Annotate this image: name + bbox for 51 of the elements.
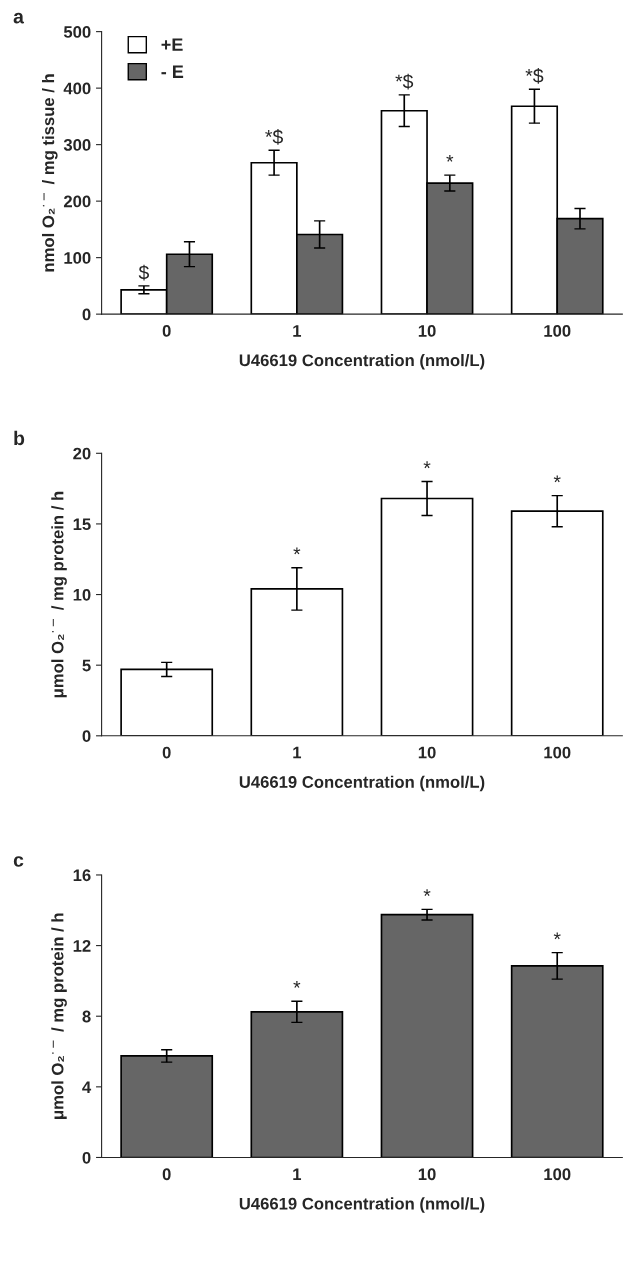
annotation: * (293, 547, 301, 555)
annotation: * (423, 461, 431, 469)
annotation: *$ (395, 73, 414, 90)
y-tick-label: 5 (82, 659, 91, 672)
annotation: * (423, 889, 431, 897)
y-tick-label: 4 (82, 1081, 92, 1093)
x-tick-label: 100 (544, 325, 571, 337)
annotation: * (553, 932, 561, 940)
x-tick-label: 100 (544, 746, 571, 759)
y-tick-label: 200 (63, 195, 91, 208)
y-tick-label: 8 (82, 1010, 91, 1023)
y-tick-label: 0 (82, 1151, 91, 1164)
chart-title: c (13, 856, 24, 867)
y-tick-label: 400 (63, 82, 91, 95)
y-tick-label: 15 (73, 518, 91, 531)
y-axis-title: nmol O₂$^{·−}$ / mg tissue / h (41, 74, 58, 272)
legend-label: - E (161, 65, 184, 78)
y-tick-label: 0 (82, 308, 91, 321)
annotation: * (293, 981, 301, 988)
x-tick-label: 0 (162, 746, 171, 759)
chart-title: a (13, 12, 25, 24)
y-tick-label: 16 (73, 869, 91, 882)
chart-title: b (14, 430, 25, 446)
y-axis-title: μmol O₂$^{·−}$ / mg protein / h (51, 491, 67, 698)
y-tick-label: 10 (73, 588, 91, 601)
x-tick-label: 1 (293, 325, 302, 337)
x-tick-label: 1 (293, 1168, 302, 1180)
y-tick-label: 20 (73, 447, 91, 460)
x-tick-label: 100 (544, 1168, 571, 1181)
x-tick-label: 0 (162, 325, 171, 337)
x-axis-title: U46619 Concentration (nmol/L) (239, 775, 485, 792)
x-axis-title: U46619 Concentration (nmol/L) (239, 1197, 485, 1213)
annotation: *$ (525, 68, 544, 84)
y-tick-label: 100 (64, 252, 91, 264)
annotation: * (446, 154, 454, 162)
y-axis-title: μmol O₂$^{·−}$ / mg protein / h (51, 913, 67, 1119)
x-tick-label: 10 (418, 746, 436, 759)
annotation: *$ (265, 129, 283, 145)
x-tick-label: 0 (162, 1168, 171, 1181)
bar (380, 913, 474, 1158)
x-tick-label: 10 (418, 1168, 436, 1181)
x-tick-label: 1 (293, 746, 302, 759)
y-tick-label: 12 (73, 939, 91, 952)
annotation: $ (138, 264, 149, 281)
y-tick-label: 500 (63, 26, 91, 38)
y-tick-label: 0 (82, 730, 91, 743)
x-axis-title: U46619 Concentration (nmol/L) (239, 353, 485, 370)
annotation: * (553, 475, 561, 483)
x-tick-label: 10 (418, 325, 436, 337)
legend-label: +E (161, 38, 183, 51)
y-tick-label: 300 (63, 139, 91, 151)
